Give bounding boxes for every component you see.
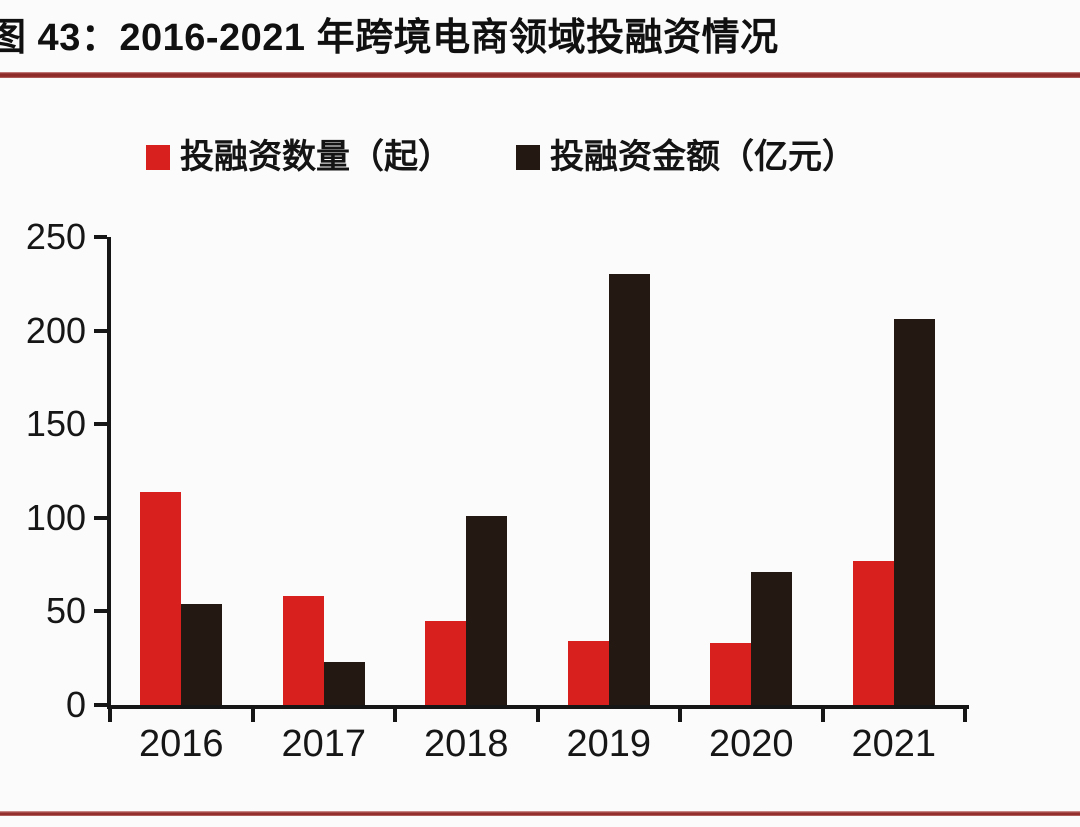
bar-amount-2018 — [466, 515, 508, 705]
bar-count-2019 — [567, 641, 609, 705]
x-tick-label: 2020 — [708, 723, 794, 765]
y-tick-label: 200 — [25, 309, 86, 351]
y-tick — [94, 609, 107, 614]
y-tick-label: 50 — [45, 590, 86, 632]
x-tick-label: 2018 — [423, 723, 509, 765]
x-tick — [678, 709, 682, 722]
x-tick — [393, 709, 397, 722]
legend-swatch-amount-icon — [516, 144, 540, 170]
x-tick-label: 2016 — [138, 723, 224, 765]
y-tick-label: 250 — [25, 216, 86, 257]
x-tick — [250, 709, 255, 722]
y-tick — [94, 235, 107, 239]
bar-count-2020 — [710, 643, 752, 705]
x-axis-line — [107, 705, 969, 709]
y-tick — [94, 422, 107, 427]
y-tick — [94, 703, 107, 707]
x-tick-label: 2021 — [851, 723, 937, 765]
legend-item-amount: 投融资金额（亿元） — [516, 137, 856, 177]
y-tick — [94, 515, 107, 520]
x-tick — [108, 709, 112, 722]
bar-count-2021 — [852, 560, 894, 705]
y-tick-label: 150 — [25, 403, 86, 445]
y-tick-label: 100 — [25, 496, 86, 538]
bar-amount-2021 — [893, 319, 935, 705]
title-divider — [0, 72, 1080, 78]
bar-amount-2017 — [323, 661, 365, 705]
bar-amount-2016 — [181, 603, 223, 705]
y-tick-label: 0 — [65, 684, 86, 725]
figure-title: 图 43：2016-2021 年跨境电商领域投融资情况 — [0, 17, 779, 59]
x-tick — [535, 709, 540, 722]
bottom-divider — [0, 811, 1080, 816]
x-tick-label: 2019 — [566, 723, 652, 765]
legend-label-amount: 投融资金额（亿元） — [550, 138, 856, 176]
y-axis-line — [107, 237, 111, 709]
legend-swatch-count-icon — [146, 144, 170, 170]
y-tick — [94, 328, 107, 333]
x-tick — [963, 709, 967, 722]
bar-count-2016 — [140, 491, 182, 705]
bar-amount-2020 — [751, 572, 793, 705]
legend-label-count: 投融资数量（起） — [180, 138, 452, 176]
bar-count-2017 — [282, 596, 324, 705]
bar-count-2018 — [425, 620, 467, 705]
x-tick-label: 2017 — [281, 723, 367, 765]
x-tick — [820, 709, 825, 722]
legend-item-count: 投融资数量（起） — [146, 137, 452, 177]
bar-amount-2019 — [608, 274, 650, 705]
